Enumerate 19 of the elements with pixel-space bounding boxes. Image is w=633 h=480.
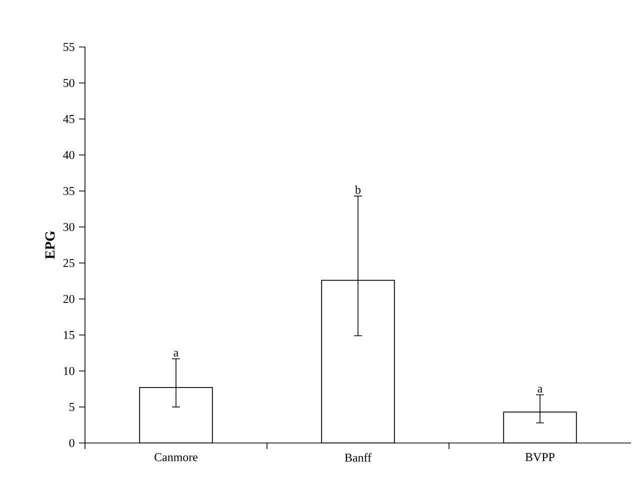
annotation: b — [355, 185, 361, 194]
y-tick-label: 35 — [63, 186, 74, 196]
y-tick-label: 20 — [63, 294, 74, 304]
y-tick-label: 5 — [70, 403, 74, 411]
y-tick-label: 30 — [63, 222, 74, 232]
annotation: a — [174, 350, 178, 357]
y-tick-label: 50 — [64, 78, 74, 88]
annotation: a — [538, 386, 542, 393]
y-tick-label: 15 — [64, 330, 74, 339]
y-axis-title: EPG — [45, 231, 55, 260]
y-tick-label: 45 — [63, 115, 74, 123]
y-tick-label: 55 — [64, 43, 74, 51]
x-tick-label: Banff — [344, 453, 372, 462]
y-tick-label: 40 — [63, 150, 74, 160]
y-tick-label: 10 — [64, 366, 74, 376]
x-tick-label: BVPP — [525, 453, 554, 462]
x-tick-label: Canmore — [154, 453, 198, 462]
y-tick-label: 0 — [69, 438, 74, 448]
y-tick-label: 25 — [63, 258, 74, 268]
